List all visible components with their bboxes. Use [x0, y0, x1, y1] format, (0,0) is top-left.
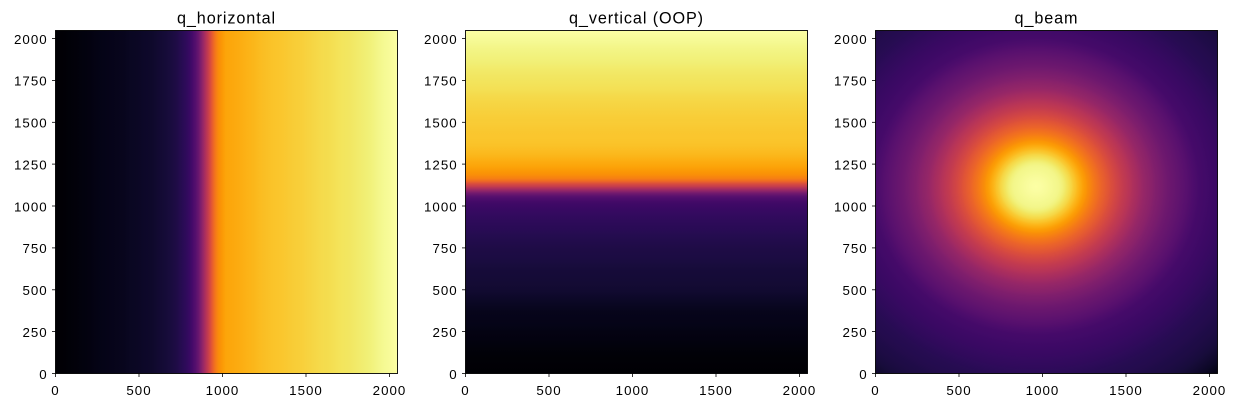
svg-text:500: 500: [432, 283, 457, 298]
svg-text:1000: 1000: [1026, 383, 1060, 398]
svg-text:0: 0: [871, 383, 879, 398]
svg-text:750: 750: [22, 241, 47, 256]
svg-text:500: 500: [946, 383, 971, 398]
svg-text:1000: 1000: [424, 199, 458, 214]
svg-text:q_horizontal: q_horizontal: [177, 10, 276, 28]
svg-text:1750: 1750: [834, 74, 868, 89]
svg-text:1000: 1000: [834, 199, 868, 214]
svg-text:0: 0: [461, 383, 469, 398]
svg-text:500: 500: [126, 383, 151, 398]
svg-text:1750: 1750: [14, 74, 48, 89]
svg-text:0: 0: [51, 383, 59, 398]
svg-text:q_beam: q_beam: [1015, 10, 1079, 28]
svg-text:500: 500: [842, 283, 867, 298]
svg-text:q_vertical (OOP): q_vertical (OOP): [569, 10, 704, 28]
svg-text:1500: 1500: [1109, 383, 1143, 398]
svg-text:2000: 2000: [424, 32, 458, 47]
svg-text:0: 0: [449, 367, 457, 382]
svg-text:750: 750: [432, 241, 457, 256]
svg-text:500: 500: [536, 383, 561, 398]
svg-text:1500: 1500: [424, 116, 458, 131]
svg-text:2000: 2000: [1193, 383, 1227, 398]
svg-text:2000: 2000: [373, 383, 407, 398]
svg-text:2000: 2000: [834, 32, 868, 47]
svg-text:250: 250: [842, 325, 867, 340]
svg-text:1750: 1750: [424, 74, 458, 89]
svg-text:2000: 2000: [783, 383, 817, 398]
svg-text:250: 250: [22, 325, 47, 340]
svg-text:1500: 1500: [289, 383, 323, 398]
svg-text:1250: 1250: [424, 157, 458, 172]
svg-text:1250: 1250: [14, 157, 48, 172]
svg-text:250: 250: [432, 325, 457, 340]
svg-text:750: 750: [842, 241, 867, 256]
svg-text:1500: 1500: [834, 116, 868, 131]
svg-text:1000: 1000: [14, 199, 48, 214]
svg-text:1500: 1500: [14, 116, 48, 131]
svg-text:500: 500: [22, 283, 47, 298]
svg-text:2000: 2000: [14, 32, 48, 47]
svg-text:1000: 1000: [206, 383, 240, 398]
svg-text:0: 0: [859, 367, 867, 382]
svg-text:1500: 1500: [699, 383, 733, 398]
svg-text:0: 0: [39, 367, 47, 382]
svg-text:1000: 1000: [616, 383, 650, 398]
svg-text:1250: 1250: [834, 157, 868, 172]
